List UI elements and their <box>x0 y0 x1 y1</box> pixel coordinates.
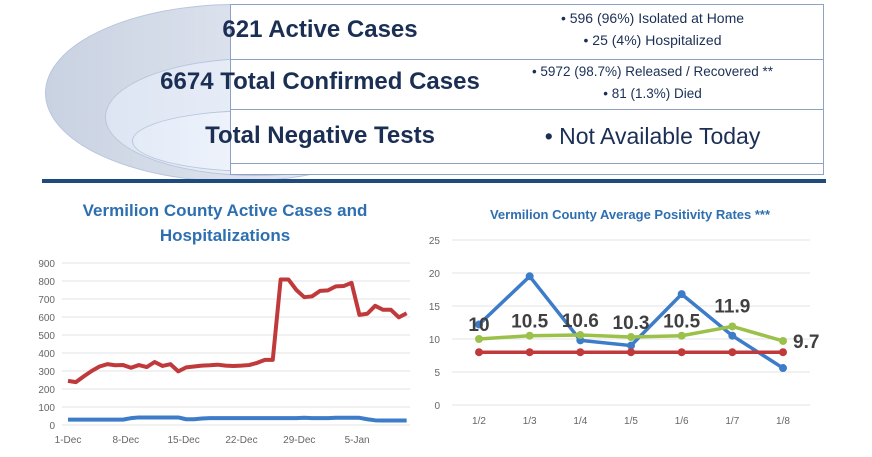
active-cases-line <box>67 277 408 385</box>
y-tick-label: 5 <box>434 368 440 379</box>
data-label: 9.7 <box>793 332 819 353</box>
data-label: 10.5 <box>511 312 548 333</box>
data-point <box>627 333 635 342</box>
divider-bar <box>42 179 826 183</box>
y-tick-label: 0 <box>49 421 55 432</box>
data-point <box>576 331 585 340</box>
y-tick-label: 400 <box>38 349 55 360</box>
y-tick-label: 900 <box>38 259 55 270</box>
data-label: 10.6 <box>562 311 599 332</box>
summary-row-blank <box>230 163 824 175</box>
summary-row-active <box>230 4 824 60</box>
active-chart-title: Vermilion County Active Cases and Hospit… <box>82 201 368 245</box>
x-tick-label: 15-Dec <box>168 435 200 446</box>
data-point <box>677 348 686 357</box>
data-label: 10.5 <box>663 312 700 333</box>
x-tick-label: 1-Dec <box>55 435 82 446</box>
died: • 81 (1.3%) Died <box>603 86 702 101</box>
data-point <box>576 348 585 357</box>
y-tick-label: 800 <box>38 277 55 288</box>
y-tick-label: 100 <box>38 403 55 414</box>
data-point <box>525 272 534 281</box>
active-cases-title: 621 Active Cases <box>222 16 418 43</box>
confirmed-details: • 5972 (98.7%) Released / Recovered ** •… <box>495 61 810 105</box>
y-tick-label: 200 <box>38 385 55 396</box>
x-tick-label: 1/6 <box>675 416 689 427</box>
x-tick-label: 1/2 <box>472 416 486 427</box>
y-tick-label: 15 <box>429 302 441 313</box>
data-point <box>525 348 534 357</box>
data-point <box>677 331 686 340</box>
data-point <box>779 364 787 373</box>
x-tick-label: 1/7 <box>725 416 739 427</box>
x-tick-label: 22-Dec <box>225 435 257 446</box>
data-point <box>728 322 737 331</box>
negative-details: • Not Available Today <box>495 122 810 150</box>
recovered: • 5972 (98.7%) Released / Recovered ** <box>531 64 774 79</box>
y-tick-label: 0 <box>434 401 440 412</box>
y-tick-label: 700 <box>38 295 55 306</box>
active-details: • 596 (96%) Isolated at Home • 25 (4%) H… <box>495 7 810 51</box>
y-tick-label: 500 <box>38 331 55 342</box>
x-tick-label: 1/3 <box>523 416 537 427</box>
isolated-at-home: • 596 (96%) Isolated at Home <box>560 10 745 26</box>
data-point <box>779 348 787 357</box>
data-point <box>728 331 737 340</box>
data-point <box>728 348 737 357</box>
data-label: 10.3 <box>613 313 650 334</box>
confirmed-cases-title: 6674 Total Confirmed Cases <box>160 68 480 95</box>
summary-row-negative <box>230 109 824 164</box>
data-point <box>475 320 483 329</box>
y-tick-label: 600 <box>38 313 55 324</box>
data-point <box>677 290 686 299</box>
data-point <box>475 335 483 343</box>
data-point <box>627 348 635 357</box>
data-point <box>525 331 534 340</box>
x-tick-label: 1/5 <box>624 416 638 427</box>
y-tick-label: 10 <box>429 335 441 346</box>
x-tick-label: 1/4 <box>573 416 587 427</box>
data-point <box>627 341 635 350</box>
hospitalized: • 25 (4%) Hospitalized <box>583 32 722 48</box>
x-tick-label: 29-Dec <box>283 435 315 446</box>
y-tick-label: 300 <box>38 367 55 378</box>
data-point <box>475 348 483 357</box>
x-tick-label: 8-Dec <box>112 435 139 446</box>
data-point <box>779 336 787 345</box>
not-available: • Not Available Today <box>544 123 761 149</box>
y-tick-label: 20 <box>429 269 441 280</box>
negative-tests-title: Total Negative Tests <box>205 122 435 149</box>
y-tick-label: 25 <box>429 236 441 247</box>
x-tick-label: 5-Jan <box>345 435 370 446</box>
data-label: 11.9 <box>714 296 750 317</box>
x-tick-label: 1/8 <box>776 416 790 427</box>
data-label: 10 <box>468 315 489 336</box>
hospitalizations-line <box>68 415 407 423</box>
positivity-chart-title: Vermilion County Average Positivity Rate… <box>489 207 771 222</box>
